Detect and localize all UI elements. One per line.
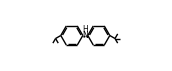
Text: H: H — [83, 25, 88, 34]
Text: N: N — [83, 31, 88, 40]
